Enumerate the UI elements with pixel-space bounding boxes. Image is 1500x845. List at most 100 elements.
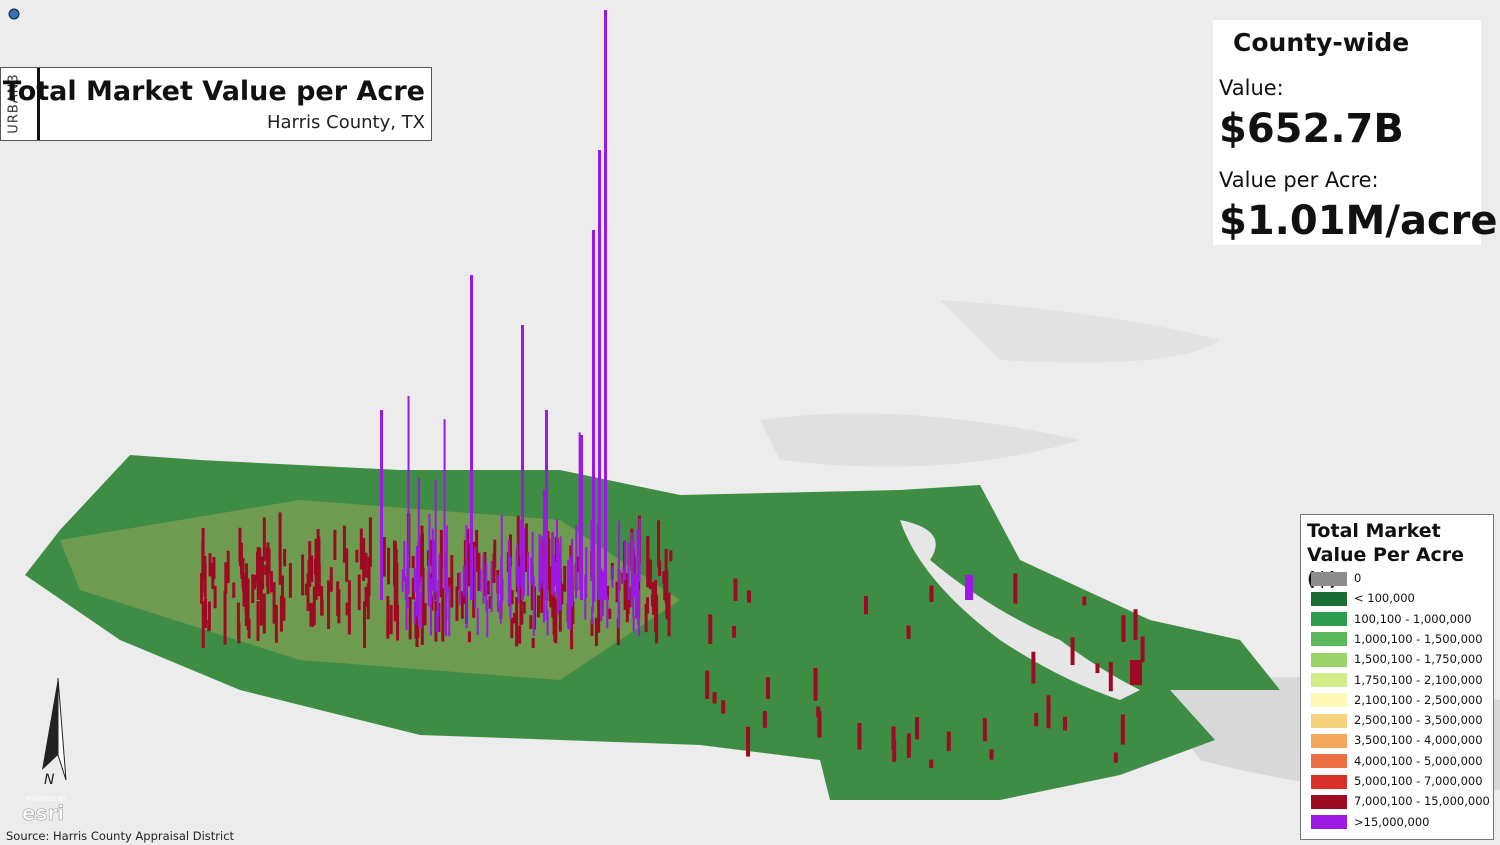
spike	[580, 435, 583, 600]
spike	[445, 578, 448, 636]
spike	[594, 617, 598, 646]
spike	[600, 568, 603, 622]
legend-swatch	[1311, 612, 1347, 627]
spike	[223, 590, 227, 645]
spike	[420, 601, 424, 645]
spike	[531, 637, 535, 649]
spike	[213, 585, 217, 609]
spike	[256, 558, 260, 588]
spike	[251, 574, 255, 604]
spike	[279, 595, 283, 632]
source: Source: Harris County Appraisal District	[6, 829, 235, 843]
spike	[545, 597, 548, 620]
spike	[411, 577, 415, 600]
spike	[237, 622, 241, 644]
legend-item: 3,500,100 - 4,000,000	[1311, 733, 1483, 748]
spike	[891, 726, 896, 750]
legend-swatch	[1311, 652, 1347, 667]
spike	[667, 592, 671, 637]
legend-label: 100,100 - 1,000,000	[1354, 611, 1472, 626]
legend-swatch	[1311, 733, 1347, 748]
value: $652.7B	[1219, 106, 1404, 152]
spike	[1046, 702, 1051, 729]
spike	[490, 560, 493, 612]
legend-item: 1,750,100 - 2,100,000	[1311, 673, 1483, 687]
spike	[1140, 636, 1145, 663]
spike	[1133, 609, 1138, 640]
spike	[540, 577, 544, 589]
spike	[477, 552, 481, 592]
spike	[246, 578, 250, 631]
map-subtitle: Harris County, TX	[266, 112, 425, 133]
spike	[638, 590, 641, 637]
spike	[632, 540, 635, 590]
spike	[634, 575, 637, 619]
spike	[208, 553, 212, 577]
spike	[662, 571, 666, 584]
legend-item: 2,100,100 - 2,500,000	[1311, 693, 1483, 708]
spike	[470, 275, 473, 600]
spike	[1063, 716, 1068, 731]
spike	[946, 731, 951, 752]
spike	[616, 618, 620, 646]
spike	[278, 552, 282, 585]
spike	[617, 560, 620, 623]
spike	[443, 419, 446, 591]
legend-swatch	[1311, 713, 1347, 728]
spike	[357, 574, 361, 611]
title-box: URBAN3 Total Market Value per Acre Harri…	[0, 67, 432, 141]
spike	[288, 562, 292, 598]
spike	[492, 552, 496, 583]
spike	[364, 552, 368, 578]
spike	[531, 531, 534, 586]
spike	[590, 619, 594, 636]
spike	[648, 559, 652, 590]
spike	[282, 597, 286, 621]
spike	[665, 602, 669, 620]
spike	[521, 325, 524, 600]
spike	[203, 563, 207, 598]
legend-label: 4,000,100 - 5,000,000	[1354, 753, 1483, 768]
spike	[591, 606, 594, 625]
spike	[472, 588, 476, 618]
spike	[864, 595, 869, 615]
spike	[669, 550, 673, 562]
spike	[527, 551, 530, 596]
spike	[201, 527, 205, 581]
spike	[203, 597, 207, 629]
spike	[539, 550, 542, 588]
spike	[929, 585, 934, 602]
spike	[906, 733, 911, 758]
spike	[465, 525, 468, 591]
spike	[569, 556, 572, 630]
spike	[430, 595, 434, 611]
spike	[421, 567, 425, 609]
spike	[512, 612, 516, 624]
spike	[651, 581, 655, 600]
spike	[1121, 615, 1126, 642]
spike	[455, 586, 459, 621]
legend-swatch	[1311, 632, 1347, 647]
spike	[401, 569, 404, 592]
spike	[467, 569, 471, 587]
legend-label: < 100,000	[1354, 591, 1415, 606]
spike	[518, 625, 522, 644]
spike	[450, 555, 454, 608]
spike	[441, 587, 445, 642]
spike	[721, 700, 726, 714]
spike	[623, 576, 627, 610]
spike	[482, 554, 485, 604]
spike	[708, 614, 713, 645]
legend-label: 1,000,100 - 1,500,000	[1354, 631, 1483, 646]
spike	[241, 558, 245, 588]
legend-label: 2,500,100 - 3,500,000	[1354, 713, 1483, 728]
summary-heading: County-wide	[1233, 28, 1410, 57]
spike	[368, 517, 372, 567]
spike	[226, 550, 230, 584]
spike	[380, 410, 383, 600]
spike	[311, 610, 315, 627]
spike	[500, 514, 503, 608]
spike	[317, 541, 321, 574]
spike	[474, 547, 477, 609]
spike	[245, 563, 249, 618]
